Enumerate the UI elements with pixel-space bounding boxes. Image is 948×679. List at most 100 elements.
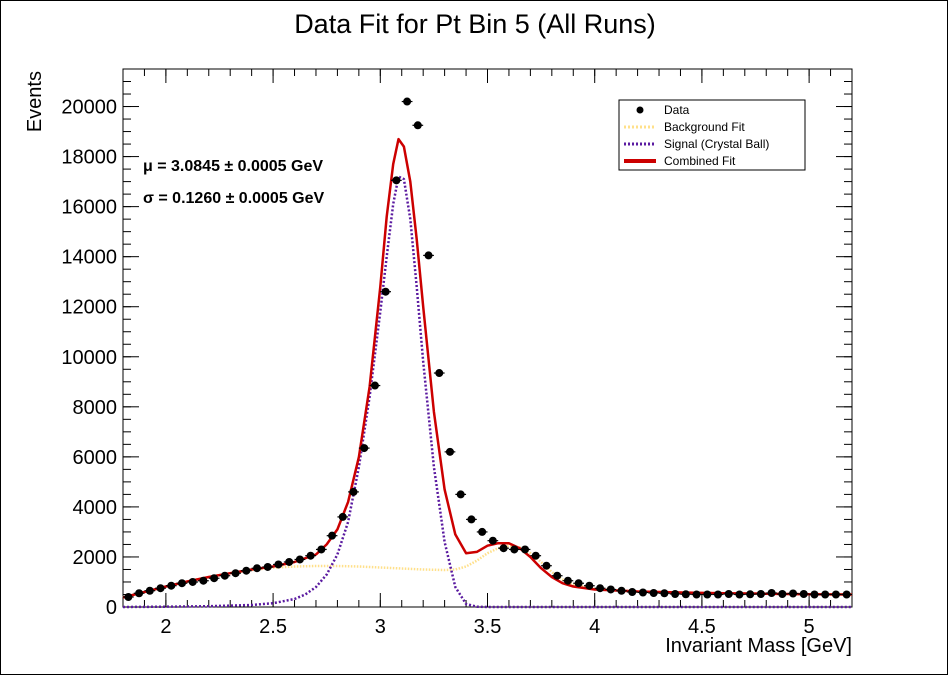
legend-label: Background Fit (664, 120, 745, 134)
data-point (735, 590, 744, 599)
data-points (123, 97, 852, 601)
x-axis-label: Invariant Mass [GeV] (665, 635, 852, 657)
data-point (606, 585, 615, 594)
data-point (317, 545, 326, 554)
y-tick-label: 16000 (61, 197, 117, 219)
data-point (167, 581, 176, 590)
y-tick-label: 10000 (61, 347, 117, 369)
y-tick-label: 2000 (73, 547, 118, 569)
data-point (681, 590, 690, 599)
data-point (746, 590, 755, 599)
data-point (671, 589, 680, 598)
data-point (253, 564, 262, 573)
data-point (574, 579, 583, 588)
data-point (724, 589, 733, 598)
data-point (767, 588, 776, 597)
data-point (231, 569, 240, 578)
series-line-combined-fit (122, 137, 853, 599)
data-point (617, 586, 626, 595)
data-point (499, 544, 508, 553)
y-axis-label: Events (24, 71, 46, 132)
data-point (177, 579, 186, 588)
axis-ticks: 2 2.5 3 3.5 4 4.5 5 0 2000 4000 6000 8000 10000 12000… (61, 69, 853, 638)
x-tick-label: 4 (589, 616, 600, 638)
data-point (596, 584, 605, 593)
legend-label: Combined Fit (664, 154, 736, 168)
data-point (295, 555, 304, 564)
y-tick-label: 4000 (73, 497, 118, 519)
legend-label: Data (664, 103, 690, 117)
data-point (531, 551, 540, 560)
data-point (842, 590, 851, 599)
data-point (521, 545, 530, 554)
data-point (263, 562, 272, 571)
y-tick-label: 8000 (73, 397, 118, 419)
data-point (831, 590, 840, 599)
y-tick-label: 14000 (61, 247, 117, 269)
data-point (445, 447, 454, 456)
legend: Data Background Fit Signal (Crystal Ball) C… (618, 99, 806, 171)
data-point (124, 592, 133, 601)
legend-marker (636, 106, 644, 114)
fit-curves (122, 137, 853, 609)
y-tick-label: 20000 (61, 97, 117, 119)
x-tick-label: 2.5 (259, 616, 287, 638)
y-tick-label: 6000 (73, 447, 118, 469)
data-point (403, 97, 412, 106)
data-point (210, 574, 219, 583)
data-point (799, 589, 808, 598)
data-point (488, 536, 497, 545)
data-point (542, 561, 551, 570)
x-tick-label: 2 (160, 616, 171, 638)
fit-annotations: μ = 3.0845 ± 0.0005 GeV σ = 0.1260 ± 0.0… (143, 158, 325, 207)
x-tick-label: 3.5 (474, 616, 502, 638)
data-point (349, 487, 358, 496)
data-point (360, 444, 369, 453)
annotation-mu: μ = 3.0845 ± 0.0005 GeV (143, 158, 323, 175)
x-tick-label: 3 (375, 616, 386, 638)
data-point (370, 381, 379, 390)
data-point (510, 545, 519, 554)
data-point (628, 587, 637, 596)
data-point (703, 590, 712, 599)
data-point (563, 576, 572, 585)
data-point (381, 287, 390, 296)
data-point (553, 571, 562, 580)
data-point (338, 512, 347, 521)
data-point (274, 560, 283, 569)
y-tick-label: 0 (106, 597, 117, 619)
data-point (821, 590, 830, 599)
data-point (435, 369, 444, 378)
data-point (145, 586, 154, 595)
y-tick-label: 12000 (61, 297, 117, 319)
data-point (456, 490, 465, 499)
series-line-signal-crystal-ball- (122, 175, 852, 609)
data-point (638, 588, 647, 597)
data-point (156, 584, 165, 593)
y-tick-label: 18000 (61, 147, 117, 169)
data-point (392, 176, 401, 185)
data-point (220, 571, 229, 580)
data-point (660, 589, 669, 598)
chart-title: Data Fit for Pt Bin 5 (All Runs) (294, 9, 656, 39)
data-point (328, 531, 337, 540)
annotation-sigma: σ = 0.1260 ± 0.0005 GeV (143, 190, 325, 207)
data-point (306, 551, 315, 560)
data-point (135, 589, 144, 598)
legend-label: Signal (Crystal Ball) (664, 137, 769, 151)
data-point (467, 515, 476, 524)
data-point (713, 590, 722, 599)
data-point (424, 251, 433, 260)
data-point (285, 557, 294, 566)
data-point (756, 589, 765, 598)
data-point (413, 121, 422, 130)
data-point (778, 589, 787, 598)
data-point (242, 566, 251, 575)
data-point (585, 581, 594, 590)
data-point (649, 588, 658, 597)
x-tick-label: 4.5 (688, 616, 716, 638)
data-point (789, 589, 798, 598)
legend-box (618, 99, 806, 171)
